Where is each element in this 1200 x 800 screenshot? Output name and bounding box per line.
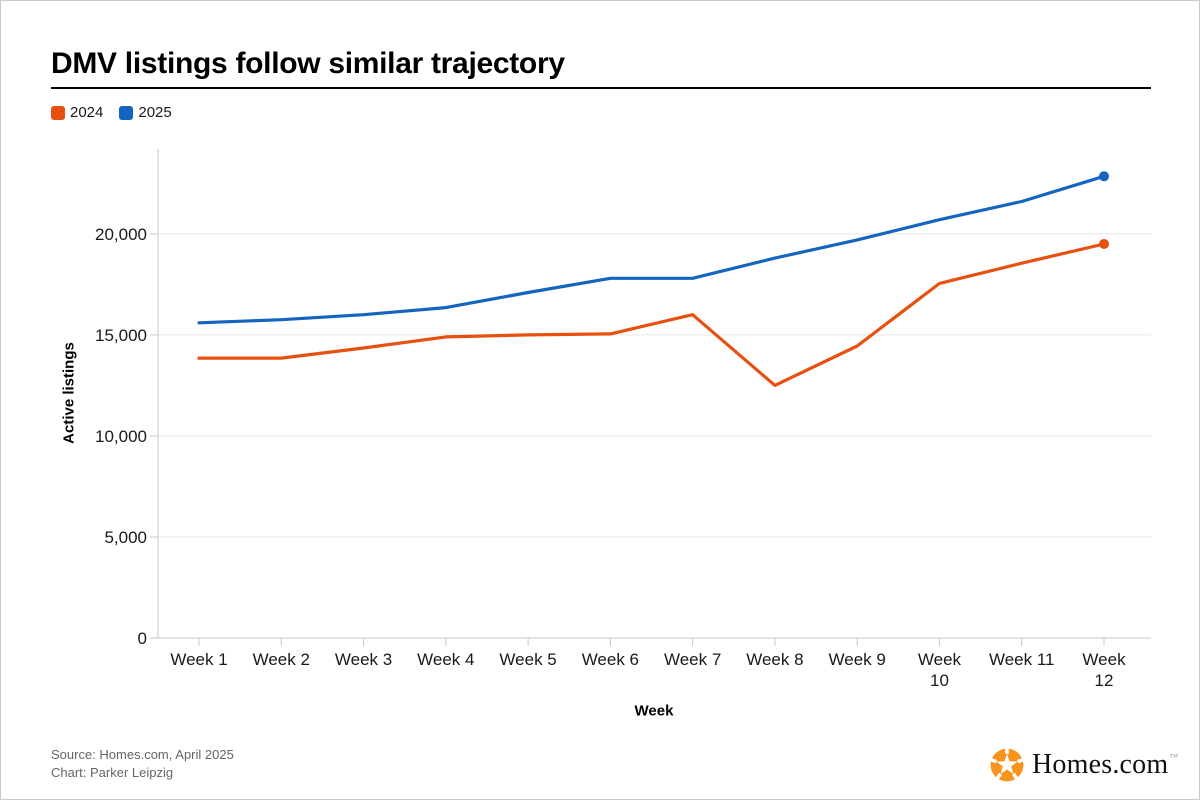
- x-axis-title: Week: [634, 702, 674, 720]
- legend-swatch-2024: [51, 105, 65, 120]
- x-tick-label: Week 3: [335, 650, 392, 669]
- x-tick-label: Week: [1082, 650, 1126, 669]
- homes-com-logo[interactable]: Homes.com™: [989, 747, 1178, 783]
- x-tick-label: Week 8: [746, 650, 803, 669]
- trademark-mark: ™: [1169, 752, 1179, 762]
- page-title: DMV listings follow similar trajectory: [51, 47, 565, 80]
- x-tick-label: 12: [1095, 671, 1114, 690]
- x-tick-label: Week: [918, 650, 962, 669]
- x-tick-label: Week 11: [989, 650, 1055, 669]
- x-tick-label: Week 4: [417, 650, 474, 669]
- x-tick-label: Week 2: [253, 650, 310, 669]
- legend-label-2025: 2025: [138, 104, 172, 121]
- endpoint-dot-2025: [1099, 171, 1109, 182]
- legend-item-2025: 2025: [119, 104, 172, 121]
- y-tick-label: 10,000: [95, 427, 147, 446]
- legend-label-2024: 2024: [70, 104, 104, 121]
- y-axis-title: Active listings: [60, 342, 78, 444]
- legend: 2024 2025: [51, 104, 172, 121]
- x-tick-label: Week 9: [829, 650, 886, 669]
- legend-swatch-2025: [119, 105, 134, 120]
- legend-item-2024: 2024: [51, 104, 103, 121]
- x-tick-label: Week 7: [664, 650, 721, 669]
- y-tick-label: 5,000: [104, 528, 147, 547]
- homes-com-pinwheel-icon: [989, 747, 1025, 782]
- series-line-2024: [197, 242, 1106, 387]
- source-note: Source: Homes.com, April 2025: [51, 747, 234, 762]
- homes-com-logo-text: Homes.com™: [1032, 749, 1179, 780]
- endpoint-dot-2024: [1099, 238, 1109, 249]
- chart-credit: Chart: Parker Leipzig: [51, 765, 174, 780]
- title-divider: [51, 87, 1151, 89]
- series-line-2025: [197, 174, 1106, 325]
- y-tick-label: 20,000: [95, 225, 147, 244]
- x-tick-label: Week 5: [499, 650, 556, 669]
- x-tick-label: Week 1: [170, 650, 227, 669]
- x-tick-label: 10: [930, 671, 949, 690]
- y-tick-label: 0: [138, 629, 147, 648]
- y-tick-label: 15,000: [95, 326, 147, 345]
- x-tick-label: Week 6: [582, 650, 639, 669]
